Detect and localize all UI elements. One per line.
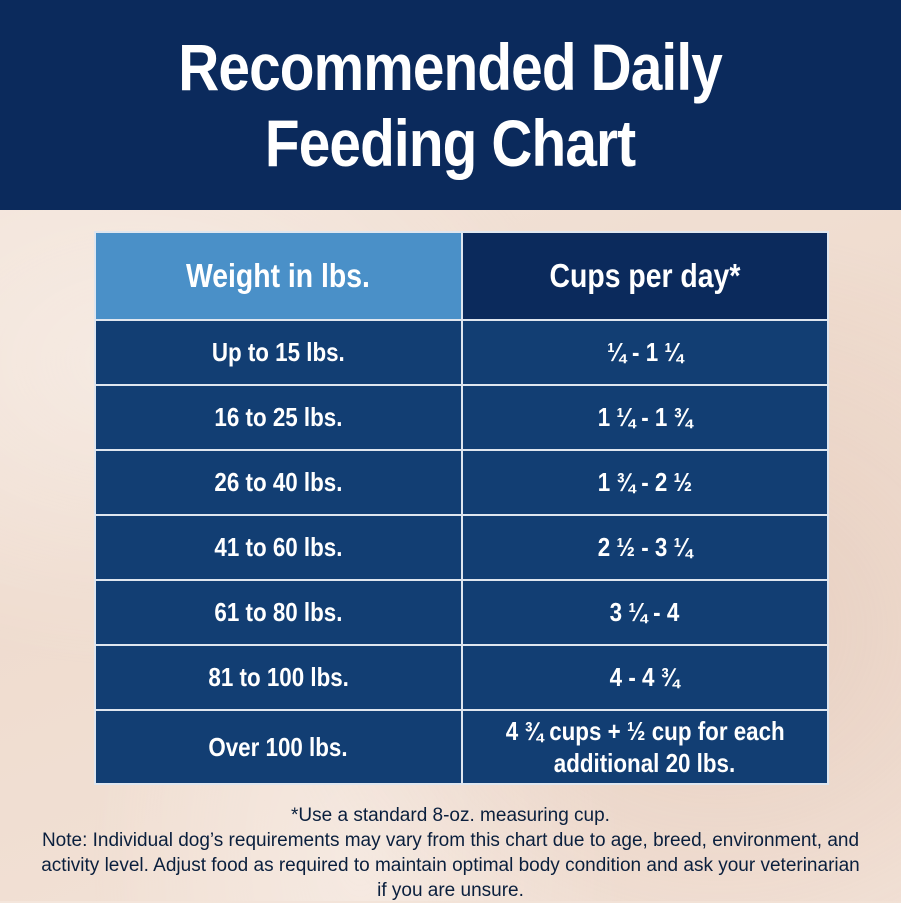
cups-cell: 4 ¾ cups + ½ cup for each additional 20 … [460, 709, 829, 785]
measuring-cup-note: *Use a standard 8-oz. measuring cup. [291, 805, 610, 826]
table-row: 81 to 100 lbs. 4 - 4 ¾ [94, 644, 829, 711]
cups-cell: 3 ¼ - 4 [460, 579, 829, 646]
table-row: 26 to 40 lbs. 1 ¾ - 2 ½ [94, 449, 829, 516]
weight-cell: 81 to 100 lbs. [94, 644, 463, 711]
cups-cell: 2 ½ - 3 ¼ [460, 514, 829, 581]
feeding-table-container: Weight in lbs. Cups per day* Up to 15 lb… [94, 231, 829, 785]
footer-notes: *Use a standard 8-oz. measuring cup. Not… [40, 803, 861, 903]
cups-cell-line-1: 4 ¾ cups + ½ cup for each [505, 716, 785, 746]
feeding-table: Weight in lbs. Cups per day* Up to 15 lb… [94, 231, 829, 785]
table-row: 41 to 60 lbs. 2 ½ - 3 ¼ [94, 514, 829, 581]
weight-column-header: Weight in lbs. [94, 231, 463, 321]
cups-cell: ¼ - 1 ¼ [460, 319, 829, 386]
table-row: 61 to 80 lbs. 3 ¼ - 4 [94, 579, 829, 646]
cups-column-header: Cups per day* [460, 231, 829, 321]
weight-cell: Up to 15 lbs. [94, 319, 463, 386]
cups-cell: 1 ¾ - 2 ½ [460, 449, 829, 516]
weight-cell: 16 to 25 lbs. [94, 384, 463, 451]
weight-cell: Over 100 lbs. [94, 709, 463, 785]
header-banner: Recommended Daily Feeding Chart [0, 0, 901, 210]
page-title: Recommended Daily Feeding Chart [178, 30, 724, 180]
table-row: 16 to 25 lbs. 1 ¼ - 1 ¾ [94, 384, 829, 451]
cups-cell: 1 ¼ - 1 ¾ [460, 384, 829, 451]
cups-cell: 4 - 4 ¾ [460, 644, 829, 711]
cups-cell-line-2: additional 20 lbs. [554, 748, 736, 778]
weight-cell: 26 to 40 lbs. [94, 449, 463, 516]
table-header-row: Weight in lbs. Cups per day* [94, 231, 829, 321]
table-row: Over 100 lbs. 4 ¾ cups + ½ cup for each … [94, 709, 829, 785]
weight-cell: 61 to 80 lbs. [94, 579, 463, 646]
table-row: Up to 15 lbs. ¼ - 1 ¼ [94, 319, 829, 386]
requirements-note: Note: Individual dog’s requirements may … [41, 830, 860, 901]
weight-cell: 41 to 60 lbs. [94, 514, 463, 581]
